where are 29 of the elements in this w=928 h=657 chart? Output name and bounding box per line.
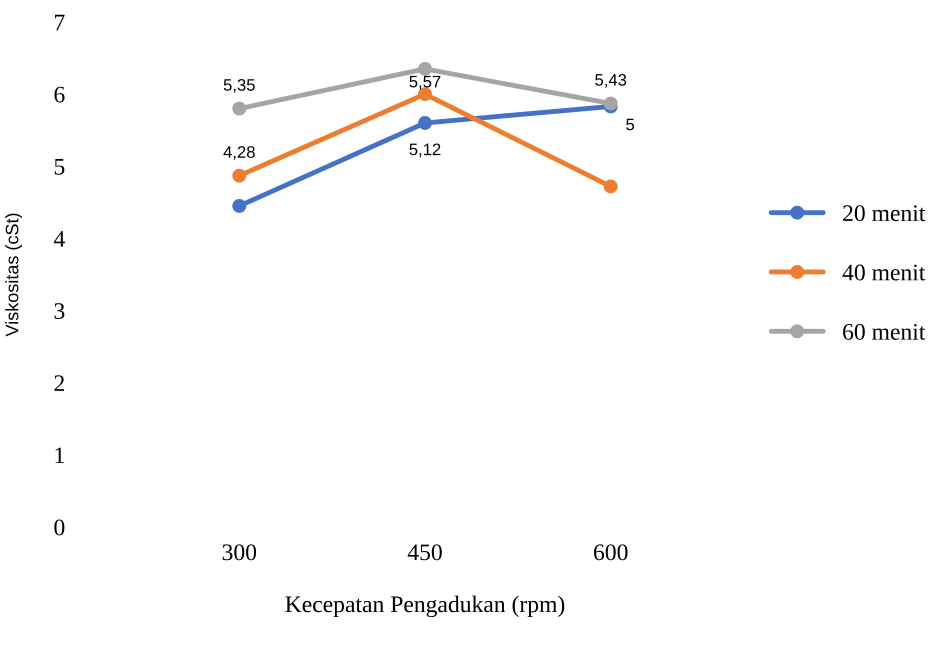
- annotation: 4,28: [223, 146, 255, 160]
- annotation: 5,12: [409, 143, 440, 158]
- point: [418, 62, 432, 76]
- point: [232, 199, 246, 213]
- annotation: 5,43: [595, 74, 626, 88]
- y-tick-label: 4: [54, 231, 65, 247]
- x-tick-label: 450: [408, 544, 442, 560]
- point: [604, 96, 618, 110]
- x-axis-title: Kecepatan Pengadukan (rpm): [285, 596, 564, 618]
- annotation: 5,57: [409, 76, 440, 90]
- point: [604, 180, 618, 194]
- point: [232, 168, 246, 183]
- y-axis-title: Viskositas (cSt): [5, 214, 22, 336]
- y-tick-label: 5: [54, 159, 64, 175]
- y-tick-label: 7: [55, 14, 65, 30]
- y-tick-label: 0: [54, 519, 64, 536]
- y-tick-label: 1: [56, 447, 64, 464]
- x-tick-label: 300: [222, 544, 256, 560]
- y-tick-label: 2: [54, 375, 64, 391]
- legend-label: 40 menit: [842, 264, 926, 280]
- legend-label: 20 menit: [843, 205, 926, 222]
- annotation: 5: [626, 118, 634, 130]
- x-tick-label: 600: [594, 544, 628, 560]
- y-tick-label: 6: [54, 86, 65, 103]
- point: [418, 116, 432, 130]
- point: [232, 102, 246, 116]
- y-tick-label: 3: [54, 303, 64, 319]
- annotation: 5,35: [224, 79, 255, 93]
- legend-label: 60 menit: [843, 324, 926, 340]
